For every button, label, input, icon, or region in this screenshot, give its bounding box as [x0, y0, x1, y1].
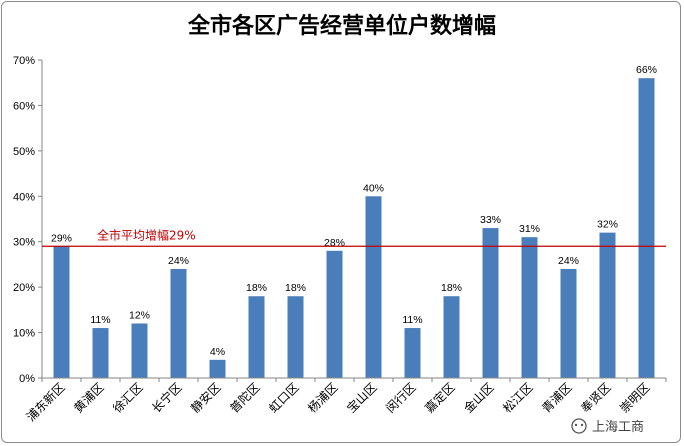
y-axis: 0% 10% 20% 30% 40% 50% 60% 70% — [13, 55, 43, 385]
bar-value-label: 29% — [51, 232, 72, 244]
bar-value-label: 18% — [441, 282, 462, 294]
bar — [443, 296, 460, 378]
bar — [560, 268, 577, 378]
bar-value-label: 24% — [168, 255, 189, 267]
watermark-text: 上海工商 — [592, 420, 644, 435]
bar — [131, 323, 148, 378]
x-tick-label: 金山区 — [461, 380, 497, 416]
x-tick-label: 黄浦区 — [71, 380, 106, 415]
y-tick-label: 60% — [13, 100, 35, 112]
x-tick-label: 杨浦区 — [305, 380, 341, 416]
x-tick-label: 青浦区 — [539, 380, 574, 415]
bar — [92, 328, 109, 378]
bar — [638, 78, 655, 379]
bar — [365, 196, 382, 378]
bar — [287, 296, 304, 378]
bar-value-label: 40% — [363, 182, 384, 194]
bar — [53, 246, 70, 378]
y-tick-label: 70% — [13, 55, 35, 67]
bar-value-label: 18% — [246, 282, 267, 294]
y-tick-label: 10% — [13, 328, 35, 340]
bar — [326, 250, 343, 378]
x-tick-label: 宝山区 — [344, 380, 379, 415]
y-tick-label: 20% — [13, 282, 35, 294]
bar — [248, 296, 265, 378]
x-tick-label: 长宁区 — [149, 380, 185, 416]
x-tick-label: 奉贤区 — [578, 380, 613, 415]
bars — [53, 78, 655, 379]
bar-value-label: 33% — [480, 214, 501, 226]
bar — [482, 228, 499, 378]
bar-value-label: 11% — [402, 314, 422, 326]
x-tick-label: 浦东新区 — [23, 380, 68, 425]
x-tick-label: 静安区 — [188, 380, 224, 416]
bar — [209, 359, 226, 378]
bar — [170, 268, 187, 378]
bar — [599, 232, 616, 378]
bar — [404, 328, 421, 378]
x-tick-label: 徐汇区 — [110, 380, 146, 416]
x-tick-label: 普陀区 — [227, 380, 263, 416]
y-tick-label: 50% — [13, 146, 35, 158]
bar-value-label: 24% — [558, 255, 579, 267]
chart-title: 全市各区广告经营单位户数增幅 — [187, 13, 496, 39]
x-tick-label: 崇明区 — [617, 380, 652, 415]
x-axis: 浦东新区 黄浦区 徐汇区 长宁区 静安区 普陀区 虹口区 杨浦区 宝山区 闵行区 嘉定区 金山区 松江区… — [23, 377, 667, 425]
wechat-icon — [571, 418, 587, 434]
x-tick-label: 虹口区 — [266, 380, 301, 415]
average-line-group: 全市平均增幅29% — [42, 227, 666, 247]
bar-value-label: 66% — [636, 64, 657, 76]
bar-value-label: 4% — [210, 346, 225, 358]
watermark: 上海工商 — [571, 418, 644, 435]
bar — [521, 237, 538, 378]
bar-value-label: 28% — [324, 237, 345, 249]
x-tick-label: 闵行区 — [383, 380, 419, 416]
bar-value-label: 18% — [285, 282, 306, 294]
bar-value-label: 31% — [519, 223, 540, 235]
y-tick-label: 0% — [19, 373, 35, 385]
bar-value-label: 32% — [597, 219, 618, 231]
average-line-label: 全市平均增幅29% — [97, 227, 196, 242]
data-labels: 29% 11% 12% 24% 4% 18% 18% 28% 40% 11% 18% 33% 31% 24… — [51, 64, 657, 358]
y-tick-label: 40% — [13, 191, 35, 203]
y-tick-label: 30% — [13, 237, 35, 249]
bar-value-label: 11% — [90, 314, 110, 326]
bar-value-label: 12% — [129, 309, 150, 321]
x-tick-label: 嘉定区 — [422, 380, 458, 416]
x-tick-label: 松江区 — [500, 380, 535, 415]
